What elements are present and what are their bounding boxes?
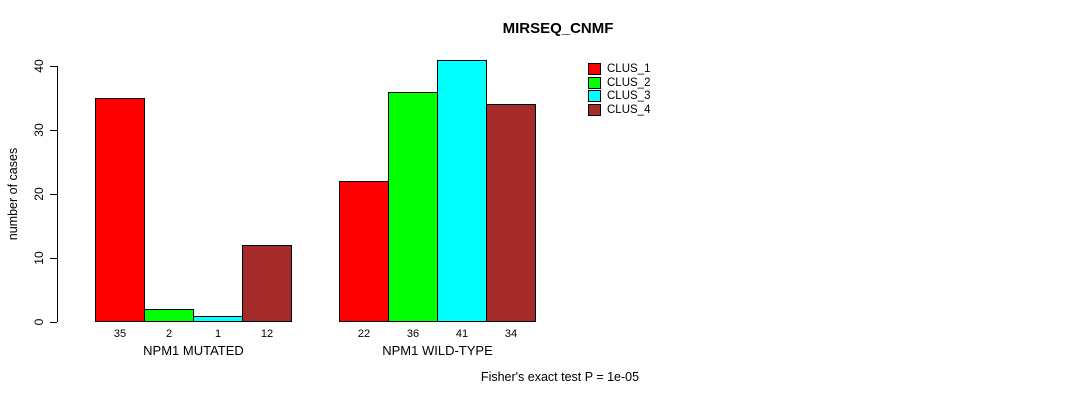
bar-count-label: 36 [406, 328, 420, 340]
legend-label-clus_3: CLUS_3 [607, 90, 651, 102]
bar-count-label: 41 [455, 328, 469, 340]
x-category-label: NPM1 WILD-TYPE [382, 343, 493, 358]
legend-swatch-clus_4 [588, 103, 601, 116]
y-tick-mark [50, 258, 57, 259]
bar-clus_4 [486, 104, 536, 322]
bar-clus_1 [339, 181, 389, 322]
bar-clus_1 [95, 98, 145, 322]
y-tick-mark [50, 194, 57, 195]
y-tick-mark [50, 66, 57, 67]
bar-count-label: 12 [260, 328, 274, 340]
bar-clus_4 [242, 245, 292, 322]
x-category-label: NPM1 MUTATED [143, 343, 244, 358]
bar-count-label: 2 [165, 328, 173, 340]
y-axis-line [57, 66, 58, 322]
bar-count-label: 1 [214, 328, 222, 340]
bar-count-label: 35 [113, 328, 127, 340]
y-tick-mark [50, 322, 57, 323]
bar-count-label: 22 [357, 328, 371, 340]
y-tick-label: 40 [32, 59, 46, 73]
annotation-fishers-test: Fisher's exact test P = 1e-05 [480, 370, 640, 384]
bar-clus_2 [388, 92, 438, 322]
legend-swatch-clus_2 [588, 76, 601, 89]
legend-label-clus_2: CLUS_2 [607, 76, 651, 89]
y-tick-mark [50, 130, 57, 131]
bar-count-label: 34 [504, 328, 518, 340]
legend-label-clus_4: CLUS_4 [607, 103, 651, 116]
legend-swatch-clus_3 [588, 90, 601, 102]
bar-clus_3 [193, 316, 243, 322]
legend-swatch-clus_1 [588, 63, 601, 75]
chart-title: MIRSEQ_CNMF [502, 20, 614, 37]
legend-label-clus_1: CLUS_1 [607, 63, 651, 75]
bar-clus_2 [144, 309, 194, 322]
y-axis-title: number of cases [6, 147, 20, 241]
bar-clus_3 [437, 60, 487, 322]
